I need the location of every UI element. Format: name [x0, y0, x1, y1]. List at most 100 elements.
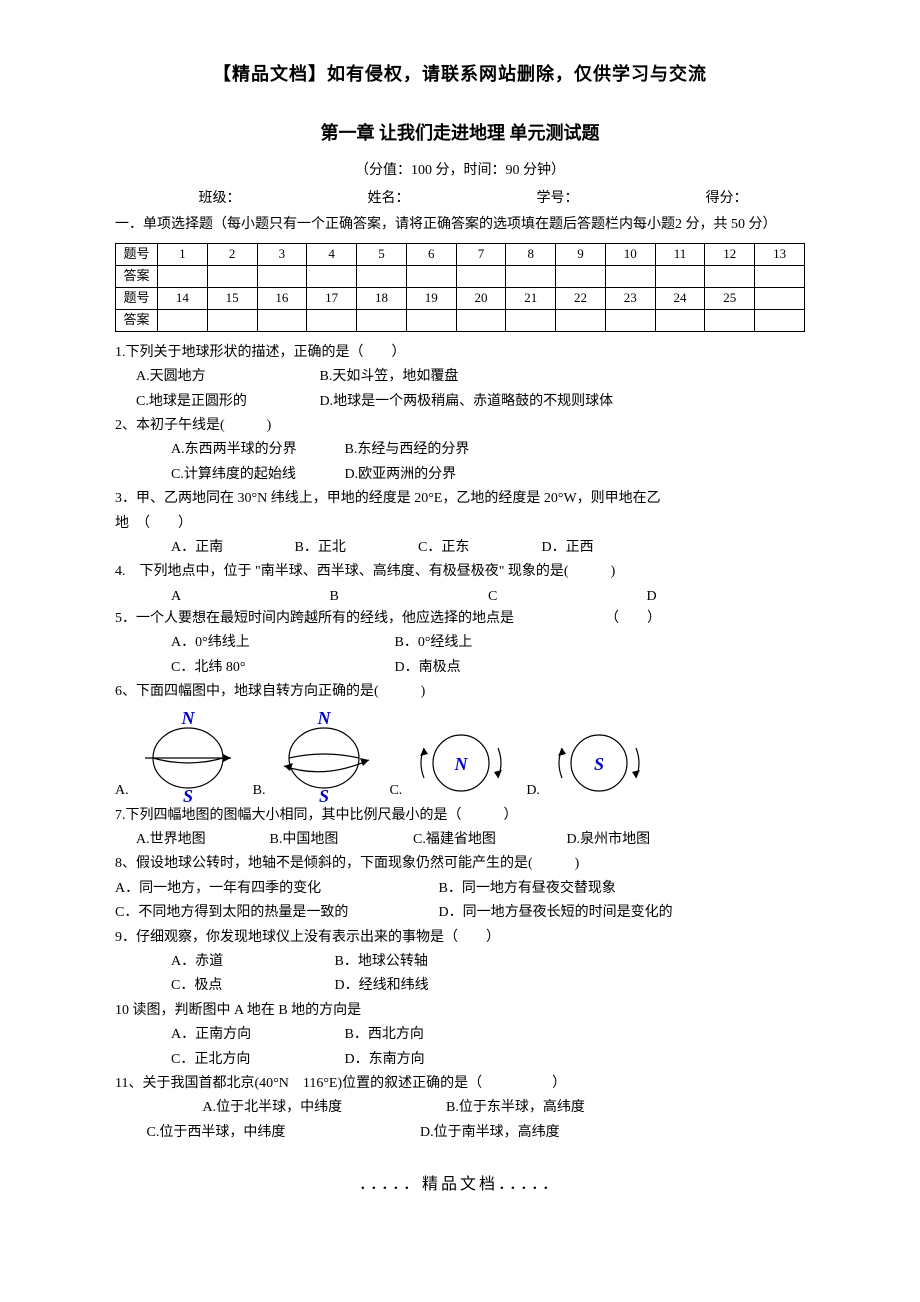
q4-opts: A B C D [115, 586, 805, 608]
q2-opt-d: D.欧亚两洲的分界 [345, 464, 457, 486]
grid-num: 3 [257, 243, 307, 265]
q1-opts-row2: C.地球是正圆形的 D.地球是一个两极稍扁、赤道略鼓的不规则球体 [115, 391, 805, 413]
grid-answer-cell[interactable] [506, 265, 556, 287]
q11-opt-d: D.位于南半球，高纬度 [420, 1122, 560, 1144]
grid-answer-cell[interactable] [307, 309, 357, 331]
q4-opt-c: C [488, 586, 647, 608]
svg-text:N: N [317, 708, 332, 728]
q10-opt-b: B．西北方向 [345, 1024, 424, 1046]
subtitle: （分值：100 分，时间：90 分钟） [115, 160, 805, 182]
q11-opts-row1: A.位于北半球，中纬度 B.位于东半球，高纬度 [115, 1097, 805, 1119]
grid-answer-cell[interactable] [556, 265, 606, 287]
id-label: 学号： [537, 188, 579, 210]
q6-item-a: A. N S [115, 708, 243, 803]
q4-opt-b: B [330, 586, 489, 608]
footer-note: ．．．．．精品文档．．．．． [115, 1172, 805, 1198]
grid-num: 23 [605, 287, 655, 309]
q1-opt-d: D.地球是一个两极稍扁、赤道略鼓的不规则球体 [320, 391, 614, 413]
q8-opts-row2: C．不同地方得到太阳的热量是一致的 D．同一地方昼夜长短的时间是变化的 [115, 902, 805, 924]
q7-opt-a: A.世界地图 [136, 829, 266, 851]
grid-num: 22 [556, 287, 606, 309]
q6-item-b: B. N S [253, 708, 380, 803]
grid-answer-cell[interactable] [556, 309, 606, 331]
globe-a-icon: N S [133, 708, 243, 803]
grid-answer-cell[interactable] [207, 265, 257, 287]
q2-opt-c: C.计算纬度的起始线 [171, 464, 341, 486]
svg-text:S: S [319, 786, 329, 803]
q10-opt-a: A．正南方向 [171, 1024, 341, 1046]
grid-answer-cell[interactable] [456, 309, 506, 331]
q8-stem: 8、假设地球公转时，地轴不是倾斜的，下面现象仍然可能产生的是( ) [115, 853, 805, 875]
grid-answer-cell[interactable] [655, 265, 705, 287]
q2-opt-b: B.东经与西经的分界 [345, 439, 470, 461]
grid-answer-cell[interactable] [406, 265, 456, 287]
name-label: 姓名： [368, 188, 410, 210]
q7-opt-d: D.泉州市地图 [567, 829, 651, 851]
q10-opt-d: D．东南方向 [345, 1049, 425, 1071]
grid-answer-cell[interactable] [705, 265, 755, 287]
grid-answer-cell[interactable] [207, 309, 257, 331]
q5-opt-a: A．0°纬线上 [171, 632, 391, 654]
q8-opt-b: B．同一地方有昼夜交替现象 [439, 878, 616, 900]
grid-num: 5 [357, 243, 407, 265]
grid-num: 6 [406, 243, 456, 265]
q6-label-a: A. [115, 780, 129, 802]
grid-num: 24 [655, 287, 705, 309]
q8-opts-row1: A．同一地方，一年有四季的变化 B．同一地方有昼夜交替现象 [115, 878, 805, 900]
grid-answer-cell[interactable] [357, 265, 407, 287]
q3-opt-c: C．正东 [418, 537, 538, 559]
grid-row-ans2: 答案 [116, 309, 805, 331]
q3-opt-a: A．正南 [171, 537, 291, 559]
grid-answer-cell[interactable] [307, 265, 357, 287]
q5-opt-b: B．0°经线上 [395, 632, 473, 654]
grid-num: 17 [307, 287, 357, 309]
grid-answer-cell[interactable] [406, 309, 456, 331]
grid-num: 25 [705, 287, 755, 309]
q6-label-b: B. [253, 780, 266, 802]
q6-globes: A. N S B. N S C. N [115, 708, 805, 803]
grid-answer-cell[interactable] [257, 265, 307, 287]
q2-opts-row2: C.计算纬度的起始线 D.欧亚两洲的分界 [115, 464, 805, 486]
grid-num: 11 [655, 243, 705, 265]
grid-label: 答案 [116, 265, 158, 287]
grid-answer-cell[interactable] [506, 309, 556, 331]
q3-opt-b: B．正北 [295, 537, 415, 559]
svg-text:N: N [454, 754, 469, 774]
grid-answer-cell[interactable] [158, 309, 208, 331]
grid-num: 15 [207, 287, 257, 309]
q9-opt-b: B．地球公转轴 [335, 951, 428, 973]
q1-stem: 1.下列关于地球形状的描述，正确的是（ ） [115, 342, 805, 364]
grid-answer-cell[interactable] [705, 309, 755, 331]
grid-answer-cell[interactable] [357, 309, 407, 331]
q6-item-d: D. S [526, 718, 654, 803]
grid-num: 1 [158, 243, 208, 265]
q10-opts-row1: A．正南方向 B．西北方向 [115, 1024, 805, 1046]
q9-opt-a: A．赤道 [171, 951, 331, 973]
q11-opts-row2: C.位于西半球，中纬度 D.位于南半球，高纬度 [115, 1122, 805, 1144]
q3-opt-d: D．正西 [542, 537, 594, 559]
grid-num: 12 [705, 243, 755, 265]
q5-opts-row2: C．北纬 80° D．南极点 [115, 657, 805, 679]
grid-num: 9 [556, 243, 606, 265]
q8-opt-c: C．不同地方得到太阳的热量是一致的 [115, 902, 435, 924]
grid-answer-cell[interactable] [456, 265, 506, 287]
grid-answer-cell[interactable] [605, 265, 655, 287]
grid-answer-cell[interactable] [158, 265, 208, 287]
q5-stem: 5．一个人要想在最短时间内跨越所有的经线，他应选择的地点是 （ ） [115, 608, 805, 630]
grid-answer-cell[interactable] [755, 265, 805, 287]
grid-label: 题号 [116, 243, 158, 265]
grid-answer-cell[interactable] [257, 309, 307, 331]
q11-opt-b: B.位于东半球，高纬度 [446, 1097, 585, 1119]
grid-label: 题号 [116, 287, 158, 309]
q2-stem: 2、本初子午线是( ) [115, 415, 805, 437]
globe-b-icon: N S [269, 708, 379, 803]
grid-num: 18 [357, 287, 407, 309]
q10-stem: 10 读图，判断图中 A 地在 B 地的方向是 [115, 1000, 805, 1022]
grid-num [755, 287, 805, 309]
grid-num: 14 [158, 287, 208, 309]
grid-answer-cell[interactable] [605, 309, 655, 331]
header-note: 【精品文档】如有侵权，请联系网站删除，仅供学习与交流 [115, 60, 805, 89]
grid-answer-cell[interactable] [655, 309, 705, 331]
grid-num: 8 [506, 243, 556, 265]
grid-answer-cell[interactable] [755, 309, 805, 331]
